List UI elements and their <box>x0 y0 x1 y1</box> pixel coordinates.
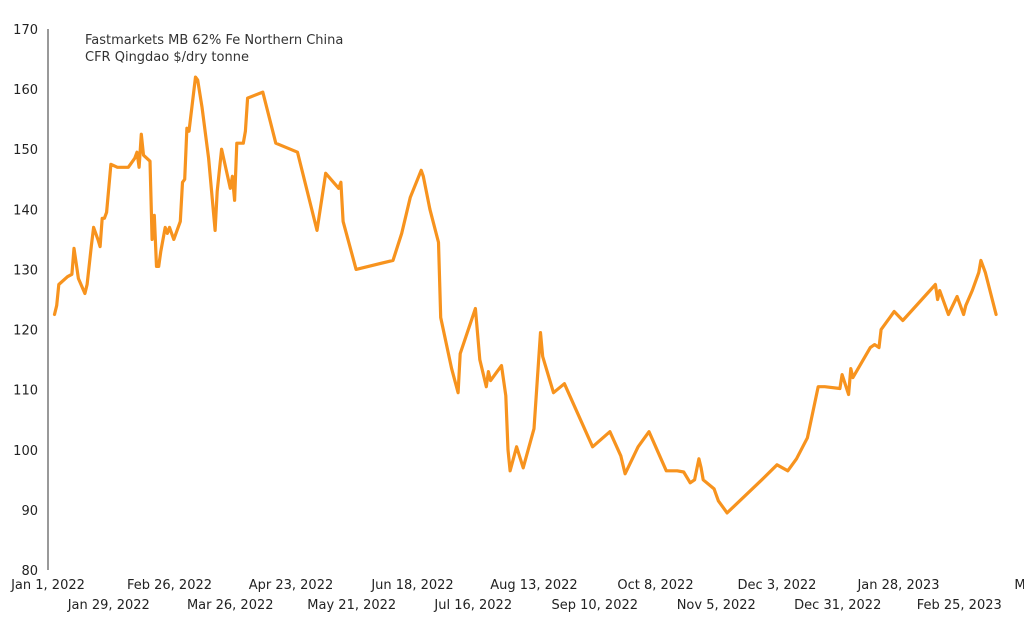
x-tick-label: Jul 16, 2022 <box>433 598 512 613</box>
y-axis: 80 90 100 110 120 130 140 150 160 170 <box>13 23 49 579</box>
x-tick-label: M <box>1014 578 1024 593</box>
x-tick-label: Mar 26, 2022 <box>187 598 274 613</box>
legend: Fastmarkets MB 62% Fe Northern China CFR… <box>85 33 343 65</box>
y-tick-label: 160 <box>13 83 38 98</box>
x-tick-label: Feb 26, 2022 <box>127 578 212 593</box>
y-tick-label: 140 <box>13 203 38 218</box>
x-tick-label: Jun 18, 2022 <box>370 578 453 593</box>
x-tick-label: Dec 3, 2022 <box>738 578 817 593</box>
y-tick-label: 170 <box>13 23 38 38</box>
series-line-0 <box>52 75 998 515</box>
x-tick-label: Sep 10, 2022 <box>551 598 638 613</box>
x-tick-label: Apr 23, 2022 <box>249 578 334 593</box>
y-tick-label: 120 <box>13 324 38 339</box>
x-axis: Jan 1, 2022 Feb 26, 2022 Apr 23, 2022 Jun 1… <box>10 578 1024 613</box>
x-tick-label: Feb 25, 2023 <box>917 598 1002 613</box>
y-tick-label: 150 <box>13 143 38 158</box>
legend-line-1: Fastmarkets MB 62% Fe Northern China <box>85 33 343 48</box>
x-tick-label: Nov 5, 2022 <box>677 598 756 613</box>
legend-line-2: CFR Qingdao $/dry tonne <box>85 50 249 65</box>
y-tick-label: 90 <box>21 504 38 519</box>
y-tick-label: 110 <box>13 384 38 399</box>
series-group <box>52 75 998 515</box>
x-tick-label: Jan 28, 2023 <box>856 578 939 593</box>
x-tick-label: Jan 1, 2022 <box>10 578 85 593</box>
x-tick-label: Oct 8, 2022 <box>617 578 693 593</box>
x-tick-label: Aug 13, 2022 <box>490 578 577 593</box>
y-tick-label: 130 <box>13 263 38 278</box>
x-tick-label: May 21, 2022 <box>307 598 396 613</box>
y-tick-label: 100 <box>13 444 38 459</box>
x-tick-label: Jan 29, 2022 <box>67 598 150 613</box>
y-tick-label: 80 <box>21 564 38 579</box>
x-tick-label: Dec 31, 2022 <box>794 598 881 613</box>
